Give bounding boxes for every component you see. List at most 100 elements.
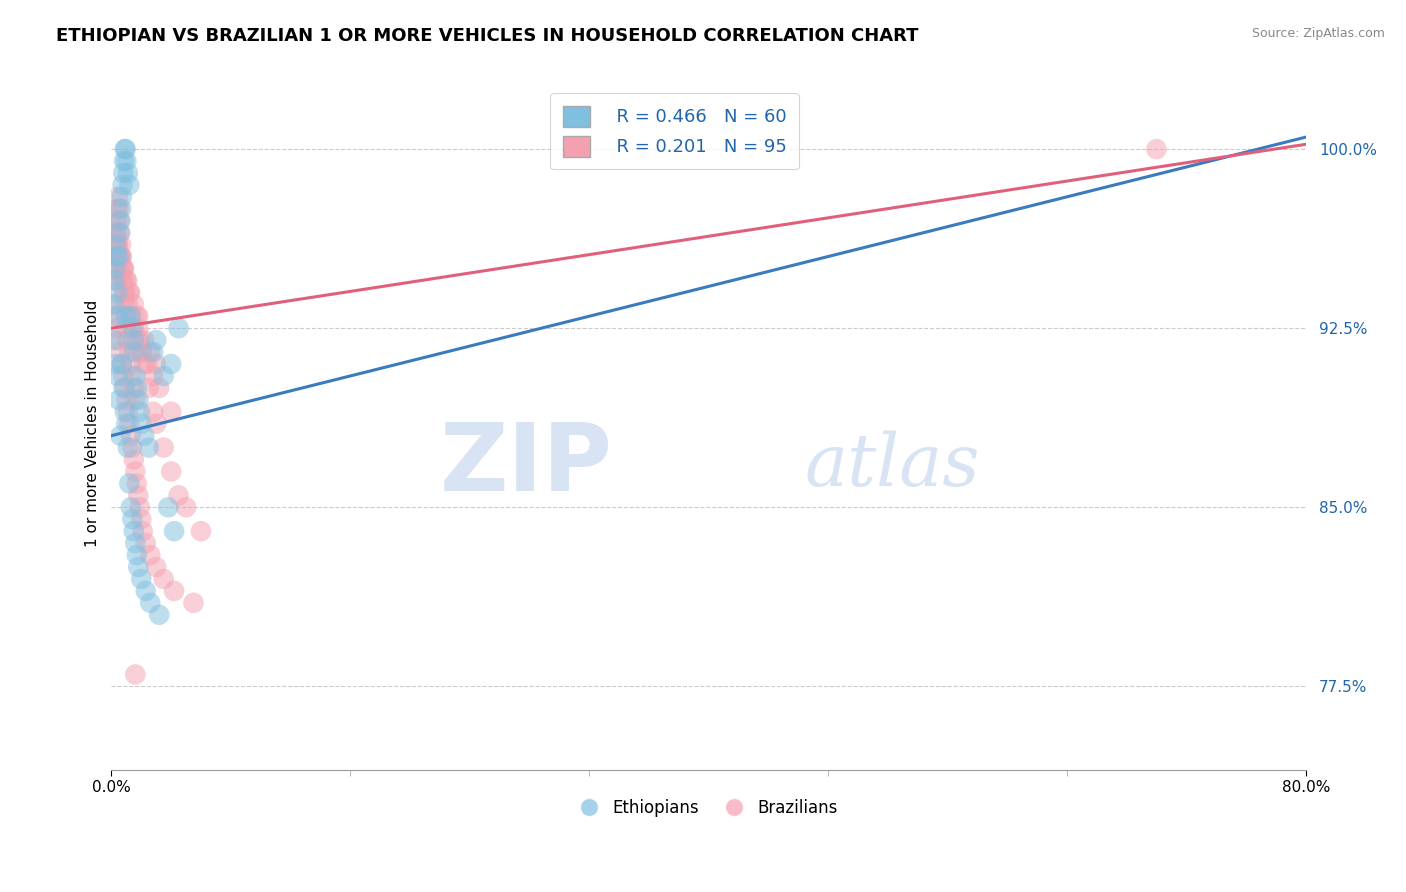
Point (110, 345, 132, 359)
Point (115, 417, 138, 431)
Point (104, 310, 127, 324)
Point (190, 524, 212, 538)
Point (127, 392, 149, 407)
Point (134, 428, 156, 442)
Point (135, 583, 157, 598)
Point (112, 381, 135, 395)
Point (152, 441, 174, 455)
Point (129, 572, 152, 586)
Point (112, 273, 135, 287)
Point (108, 392, 131, 407)
Point (105, 202, 128, 216)
Point (117, 333, 139, 347)
Point (122, 345, 145, 359)
Point (118, 476, 141, 491)
Point (111, 261, 134, 276)
Text: atlas: atlas (804, 430, 980, 500)
Point (127, 310, 149, 324)
Point (118, 345, 141, 359)
Point (129, 417, 152, 431)
Point (108, 261, 131, 276)
Point (125, 548, 148, 562)
Point (114, 285, 136, 300)
Point (112, 154, 135, 169)
Point (104, 237, 127, 252)
Point (110, 250, 132, 264)
Point (111, 178, 134, 192)
Point (160, 357, 183, 371)
Point (110, 226, 132, 240)
Text: Source: ZipAtlas.com: Source: ZipAtlas.com (1251, 27, 1385, 40)
Point (125, 333, 148, 347)
Point (145, 560, 167, 574)
Text: ETHIOPIAN VS BRAZILIAN 1 OR MORE VEHICLES IN HOUSEHOLD CORRELATION CHART: ETHIOPIAN VS BRAZILIAN 1 OR MORE VEHICLE… (56, 27, 918, 45)
Point (114, 142, 136, 156)
Point (160, 405, 183, 419)
Point (115, 321, 138, 335)
Point (115, 154, 138, 169)
Point (121, 368, 143, 383)
Point (127, 560, 149, 574)
Point (122, 381, 145, 395)
Point (135, 536, 157, 550)
Point (128, 333, 150, 347)
Point (118, 285, 141, 300)
Point (148, 607, 170, 622)
Point (112, 368, 135, 383)
Point (163, 583, 186, 598)
Point (105, 368, 128, 383)
Point (110, 213, 132, 227)
Point (114, 405, 136, 419)
Point (112, 261, 135, 276)
Y-axis label: 1 or more Vehicles in Household: 1 or more Vehicles in Household (86, 300, 100, 548)
Point (148, 381, 170, 395)
Point (108, 213, 131, 227)
Point (127, 321, 149, 335)
Point (108, 202, 131, 216)
Point (103, 261, 125, 276)
Point (138, 441, 160, 455)
Point (104, 357, 127, 371)
Point (108, 333, 131, 347)
Point (124, 536, 146, 550)
Point (104, 261, 127, 276)
Point (104, 250, 127, 264)
Point (120, 310, 142, 324)
Point (125, 381, 148, 395)
Point (117, 441, 139, 455)
Point (110, 250, 132, 264)
Point (114, 142, 136, 156)
Point (111, 273, 134, 287)
Point (110, 237, 132, 252)
Point (104, 237, 127, 252)
Point (183, 596, 205, 610)
Point (163, 524, 186, 538)
Point (152, 572, 174, 586)
Point (117, 297, 139, 311)
Point (129, 512, 152, 526)
Point (117, 405, 139, 419)
Point (124, 465, 146, 479)
Point (107, 310, 129, 324)
Point (139, 548, 162, 562)
Point (142, 405, 165, 419)
Point (128, 405, 150, 419)
Point (110, 428, 132, 442)
Point (142, 345, 165, 359)
Point (115, 273, 138, 287)
Point (103, 250, 125, 264)
Point (108, 226, 131, 240)
Point (115, 310, 138, 324)
Point (107, 190, 129, 204)
Point (139, 596, 162, 610)
Point (118, 178, 141, 192)
Point (167, 321, 190, 335)
Point (114, 381, 136, 395)
Point (120, 310, 142, 324)
Point (117, 166, 139, 180)
Point (104, 226, 127, 240)
Point (114, 297, 136, 311)
Point (124, 368, 146, 383)
Point (120, 428, 142, 442)
Point (107, 237, 129, 252)
